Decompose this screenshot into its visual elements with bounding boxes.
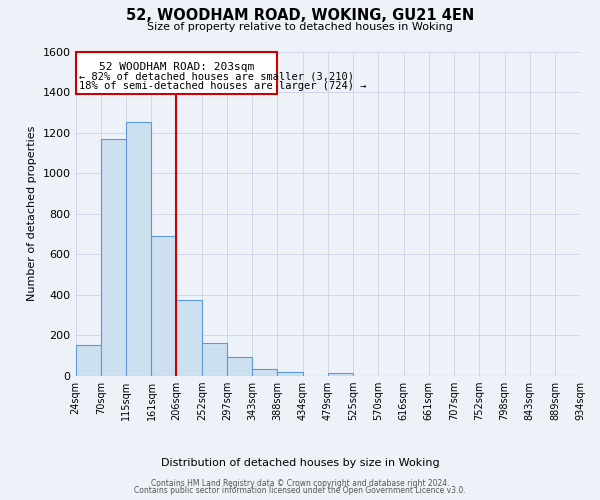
Bar — [126, 122, 151, 376]
Text: 18% of semi-detached houses are larger (724) →: 18% of semi-detached houses are larger (… — [79, 81, 367, 91]
Text: Distribution of detached houses by size in Woking: Distribution of detached houses by size … — [161, 458, 439, 468]
FancyBboxPatch shape — [76, 52, 277, 94]
Bar — [277, 372, 303, 376]
Bar — [151, 236, 176, 376]
Text: Contains public sector information licensed under the Open Government Licence v3: Contains public sector information licen… — [134, 486, 466, 495]
Text: Size of property relative to detached houses in Woking: Size of property relative to detached ho… — [147, 22, 453, 32]
Bar — [328, 372, 353, 376]
Text: 52, WOODHAM ROAD, WOKING, GU21 4EN: 52, WOODHAM ROAD, WOKING, GU21 4EN — [126, 8, 474, 22]
Text: ← 82% of detached houses are smaller (3,210): ← 82% of detached houses are smaller (3,… — [79, 72, 354, 82]
Bar — [176, 300, 202, 376]
Bar — [76, 346, 101, 376]
Y-axis label: Number of detached properties: Number of detached properties — [27, 126, 37, 302]
Text: Contains HM Land Registry data © Crown copyright and database right 2024.: Contains HM Land Registry data © Crown c… — [151, 478, 449, 488]
Bar — [202, 343, 227, 376]
Text: 52 WOODHAM ROAD: 203sqm: 52 WOODHAM ROAD: 203sqm — [99, 62, 254, 72]
Bar — [101, 138, 126, 376]
Bar — [253, 368, 277, 376]
Bar — [227, 358, 253, 376]
